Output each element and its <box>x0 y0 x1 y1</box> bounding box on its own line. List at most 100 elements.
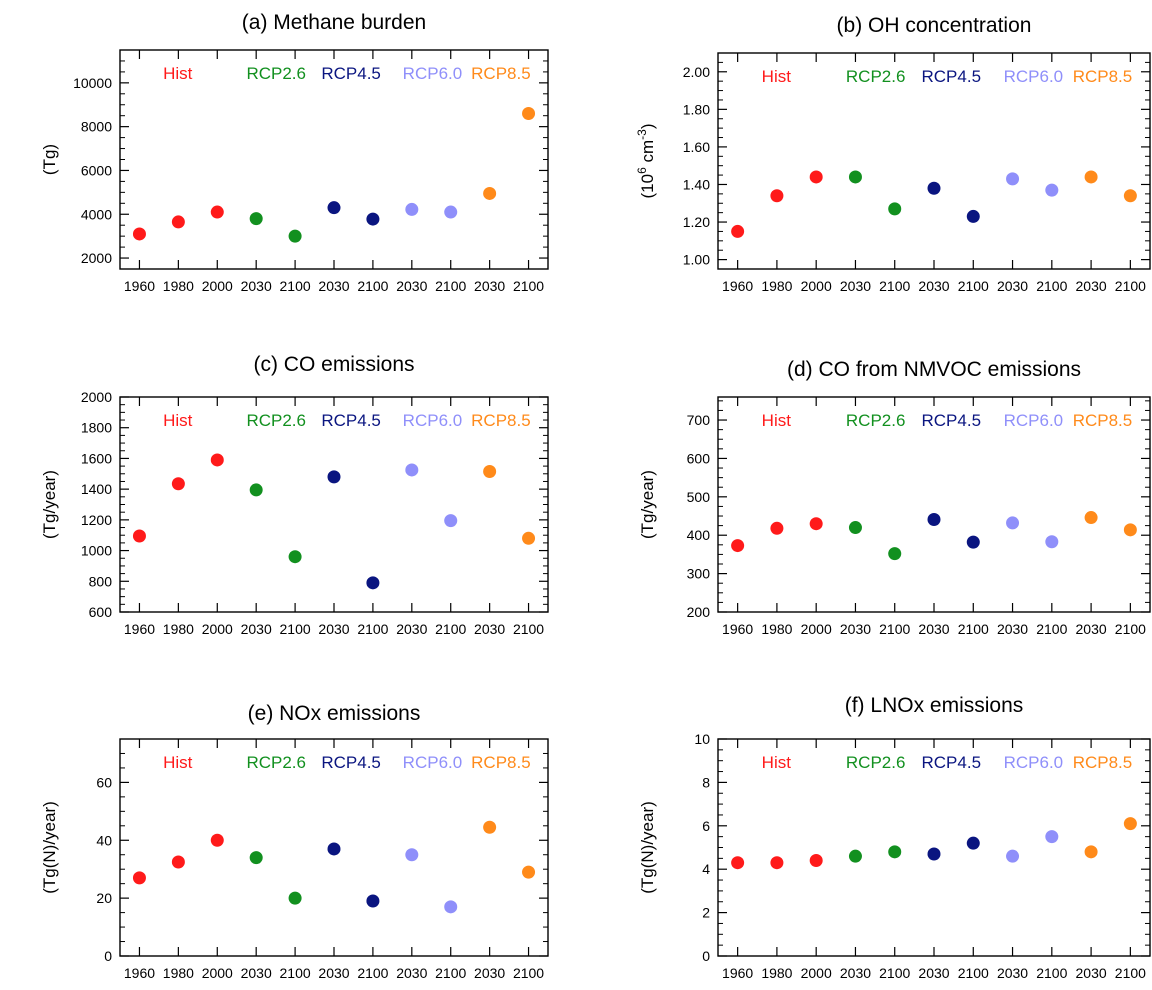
chart-title: (a) Methane burden <box>242 11 426 34</box>
y-axis-label-part: (Tg/year) <box>40 470 59 539</box>
data-point <box>522 865 536 879</box>
data-point <box>848 170 862 184</box>
legend-label: RCP2.6 <box>246 64 306 83</box>
data-point <box>888 547 902 561</box>
y-tick-label: 10000 <box>73 75 112 91</box>
legend-label: RCP2.6 <box>846 753 906 772</box>
x-tick-label: 1960 <box>124 278 155 294</box>
x-tick-label: 2100 <box>435 278 466 294</box>
data-point <box>1045 830 1059 844</box>
y-tick-label: 20 <box>96 890 112 906</box>
data-point <box>1123 817 1137 831</box>
y-tick-label: 40 <box>96 832 112 848</box>
legend-label: RCP8.5 <box>471 64 531 83</box>
legend-label: RCP8.5 <box>471 753 531 772</box>
y-tick-label: 2000 <box>81 389 112 405</box>
y-axis-label-part: ) <box>638 124 657 130</box>
x-tick-label: 2030 <box>396 621 427 637</box>
y-tick-label: 8 <box>702 774 710 790</box>
legend-label: RCP2.6 <box>846 411 906 430</box>
y-axis-label: (Tg(N)/year) <box>638 801 657 894</box>
x-tick-label: 2030 <box>918 965 949 981</box>
chart-panel-c: (c) CO emissions 600 800 1000 1200 1400 1600 18… <box>40 353 549 637</box>
x-tick-label: 2100 <box>958 621 989 637</box>
y-tick-label: 6 <box>702 818 710 834</box>
legend-label: RCP6.0 <box>403 64 463 83</box>
chart-panel-b: (b) OH concentration 1.00 1.20 1.40 1.60 1.80… <box>635 14 1151 294</box>
x-tick-label: 2100 <box>357 278 388 294</box>
y-tick-label: 600 <box>687 450 711 466</box>
data-point <box>809 517 823 531</box>
x-tick-label: 2100 <box>1115 965 1146 981</box>
legend-label: RCP2.6 <box>246 411 306 430</box>
y-tick-label: 1.40 <box>683 176 710 192</box>
data-point <box>249 483 263 497</box>
legend-label: Hist <box>762 411 792 430</box>
y-tick-label: 1.00 <box>683 252 710 268</box>
data-point <box>210 833 224 847</box>
data-point <box>966 209 980 223</box>
legend-label: RCP2.6 <box>846 67 906 86</box>
y-tick-label: 2000 <box>81 250 112 266</box>
x-tick-label: 2030 <box>318 621 349 637</box>
x-tick-label: 2000 <box>801 965 832 981</box>
data-point <box>522 531 536 545</box>
y-tick-label: 1.60 <box>683 139 710 155</box>
x-tick-label: 2030 <box>474 965 505 981</box>
x-tick-label: 2030 <box>918 278 949 294</box>
data-point <box>966 535 980 549</box>
x-tick-label: 2030 <box>840 278 871 294</box>
legend-label: RCP6.0 <box>1004 753 1064 772</box>
data-point <box>888 845 902 859</box>
legend-label: RCP8.5 <box>1073 411 1133 430</box>
data-point <box>483 464 497 478</box>
chart-panel-e: (e) NOx emissions 0 20 40 60 1960 1980 2000 2030… <box>40 702 549 981</box>
chart-title: (c) CO emissions <box>253 353 414 376</box>
x-tick-label: 2000 <box>202 278 233 294</box>
data-point <box>444 514 458 528</box>
data-point <box>327 201 341 215</box>
x-tick-label: 2100 <box>435 621 466 637</box>
data-point <box>288 891 302 905</box>
data-point <box>927 181 941 195</box>
data-point <box>848 521 862 535</box>
data-point <box>888 202 902 216</box>
x-tick-label: 1980 <box>761 621 792 637</box>
x-tick-label: 2100 <box>1115 278 1146 294</box>
x-tick-label: 2030 <box>997 965 1028 981</box>
data-point <box>1006 849 1020 863</box>
data-point <box>1045 183 1059 197</box>
legend-label: Hist <box>163 64 193 83</box>
data-point <box>1123 523 1137 537</box>
y-tick-label: 1200 <box>81 512 112 528</box>
chart-title: (e) NOx emissions <box>248 702 421 725</box>
x-tick-label: 2030 <box>1076 965 1107 981</box>
data-point <box>288 550 302 564</box>
data-point <box>366 212 380 226</box>
x-tick-label: 2030 <box>840 965 871 981</box>
data-point <box>171 215 185 229</box>
y-tick-label: 4000 <box>81 206 112 222</box>
data-point <box>731 856 745 870</box>
x-tick-label: 2100 <box>958 278 989 294</box>
data-point <box>848 849 862 863</box>
data-point <box>483 186 497 200</box>
data-point <box>731 539 745 553</box>
x-tick-label: 2030 <box>241 621 272 637</box>
y-axis-label-part: (10 <box>638 174 657 199</box>
y-tick-label: 6000 <box>81 162 112 178</box>
x-tick-label: 2100 <box>1036 621 1067 637</box>
legend-label: RCP4.5 <box>922 67 982 86</box>
data-point <box>1084 170 1098 184</box>
y-axis-label-part: (Tg) <box>40 144 59 175</box>
x-tick-label: 1960 <box>124 621 155 637</box>
data-point <box>249 212 263 226</box>
x-tick-label: 2100 <box>435 965 466 981</box>
y-tick-label: 300 <box>687 566 711 582</box>
y-tick-label: 600 <box>89 604 113 620</box>
legend-label: RCP4.5 <box>321 411 381 430</box>
y-tick-label: 2.00 <box>683 64 710 80</box>
y-axis-label: (Tg/year) <box>638 470 657 539</box>
legend-label: RCP2.6 <box>246 753 306 772</box>
chart-panel-f: (f) LNOx emissions 0 2 4 6 8 10 1960 1980 2000 203… <box>638 694 1151 981</box>
